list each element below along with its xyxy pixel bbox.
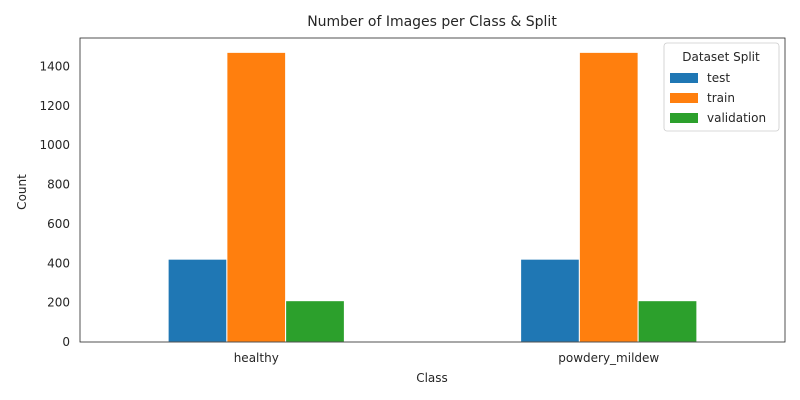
legend-label-test: test <box>707 71 730 85</box>
legend-swatch-train <box>670 93 698 103</box>
legend-swatch-validation <box>670 113 698 123</box>
y-tick-label: 1400 <box>39 60 70 74</box>
bar-validation-powdery_mildew <box>638 301 697 342</box>
legend-title: Dataset Split <box>682 50 760 64</box>
bar-train-healthy <box>227 52 286 342</box>
x-tick-label: healthy <box>234 351 279 365</box>
bar-test-powdery_mildew <box>521 259 580 342</box>
bar-test-healthy <box>168 259 227 342</box>
y-tick-label: 1200 <box>39 99 70 113</box>
y-tick-label: 400 <box>47 256 70 270</box>
y-tick-label: 600 <box>47 217 70 231</box>
y-tick-label: 800 <box>47 178 70 192</box>
legend: Dataset Split test train validation <box>664 43 779 131</box>
bar-train-powdery_mildew <box>579 52 638 342</box>
legend-label-train: train <box>707 91 735 105</box>
plot-area <box>168 52 697 342</box>
y-axis-label: Count <box>15 174 29 210</box>
y-tick-label: 0 <box>62 335 70 349</box>
chart-title: Number of Images per Class & Split <box>307 14 557 30</box>
y-tick-label: 200 <box>47 296 70 310</box>
bar-validation-healthy <box>286 301 345 342</box>
x-tick-label: powdery_mildew <box>558 351 659 365</box>
legend-label-validation: validation <box>707 111 766 125</box>
x-axis-label: Class <box>416 371 448 385</box>
legend-swatch-test <box>670 73 698 83</box>
y-tick-label: 1000 <box>39 138 70 152</box>
